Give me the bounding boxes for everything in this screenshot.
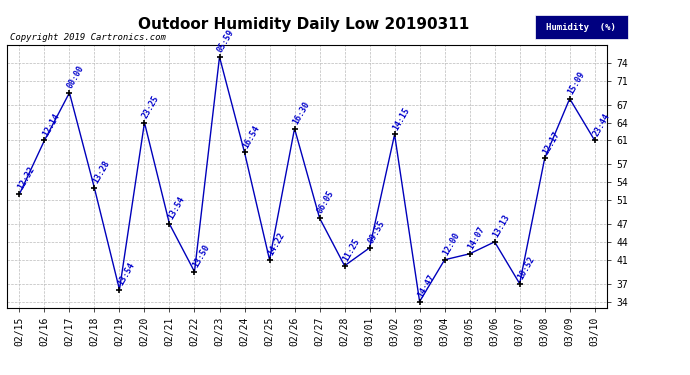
- Text: 12:14: 12:14: [41, 111, 61, 138]
- Text: 14:07: 14:07: [466, 225, 486, 251]
- Text: 13:54: 13:54: [116, 261, 136, 287]
- Text: 13:28: 13:28: [91, 159, 111, 185]
- Text: 23:44: 23:44: [591, 111, 611, 138]
- Text: 14:15: 14:15: [391, 105, 411, 132]
- Text: 13:50: 13:50: [191, 243, 211, 269]
- Text: 05:59: 05:59: [216, 28, 236, 54]
- Text: 16:54: 16:54: [241, 123, 262, 150]
- Text: 13:13: 13:13: [491, 213, 511, 239]
- Text: Outdoor Humidity Daily Low 20190311: Outdoor Humidity Daily Low 20190311: [138, 17, 469, 32]
- Text: 12:32: 12:32: [16, 165, 36, 191]
- Text: Humidity  (%): Humidity (%): [546, 22, 616, 32]
- Text: Copyright 2019 Cartronics.com: Copyright 2019 Cartronics.com: [10, 33, 166, 42]
- Text: 14:22: 14:22: [266, 231, 286, 257]
- Text: 09:55: 09:55: [366, 219, 386, 245]
- Text: 11:25: 11:25: [341, 237, 362, 263]
- Text: 23:25: 23:25: [141, 94, 161, 120]
- Text: 06:05: 06:05: [316, 189, 336, 215]
- Text: 16:30: 16:30: [291, 100, 311, 126]
- Text: 15:09: 15:09: [566, 70, 586, 96]
- Text: 12:00: 12:00: [441, 231, 462, 257]
- Text: 00:00: 00:00: [66, 64, 86, 90]
- Text: 10:52: 10:52: [516, 255, 536, 281]
- Text: 14:47: 14:47: [416, 273, 436, 299]
- Text: 13:54: 13:54: [166, 195, 186, 221]
- Text: 12:17: 12:17: [541, 129, 562, 156]
